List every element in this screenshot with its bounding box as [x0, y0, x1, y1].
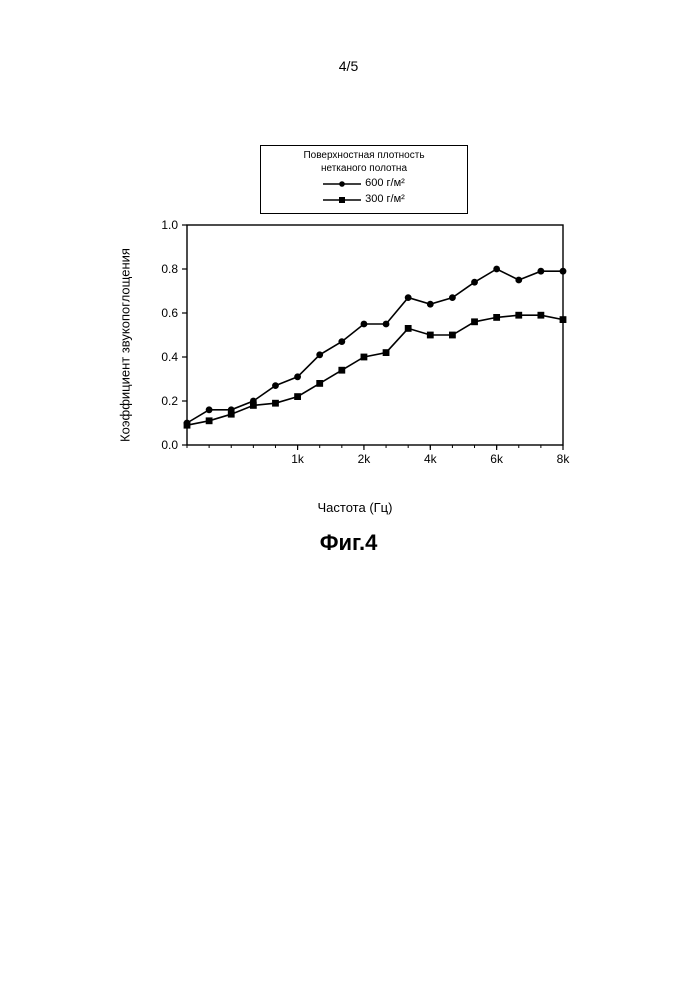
page-number: 4/5 [0, 58, 697, 74]
page-container: 4/5 Поверхностная плотность нетканого по… [0, 0, 697, 999]
x-axis-label: Частота (Гц) [135, 500, 575, 515]
legend-swatch-square [323, 194, 361, 206]
svg-text:8k: 8k [557, 452, 571, 466]
chart-area: Коэффициент звукопоглощения 0.00.20.40.6… [135, 215, 575, 475]
y-axis-label: Коэффициент звукопоглощения [118, 248, 133, 442]
svg-text:1k: 1k [291, 452, 305, 466]
svg-text:2k: 2k [358, 452, 372, 466]
legend-swatch-circle [323, 178, 361, 190]
svg-text:0.8: 0.8 [161, 262, 178, 276]
chart-svg: 0.0 0.2 0.4 0.6 0.8 1.0 1k 2k 4k 6k 8k [135, 215, 575, 475]
legend-item-300: 300 г/м² [269, 193, 459, 207]
figure-caption: Фиг.4 [0, 530, 697, 556]
svg-text:4k: 4k [424, 452, 438, 466]
svg-text:0.0: 0.0 [161, 438, 178, 452]
legend-title: Поверхностная плотность нетканого полотн… [269, 150, 459, 175]
svg-text:0.6: 0.6 [161, 306, 178, 320]
legend-title-line1: Поверхностная плотность [303, 150, 424, 161]
svg-text:6k: 6k [490, 452, 504, 466]
svg-text:1.0: 1.0 [161, 218, 178, 232]
legend-label-600: 600 г/м² [365, 177, 405, 191]
legend: Поверхностная плотность нетканого полотн… [260, 145, 468, 214]
svg-text:0.2: 0.2 [161, 394, 178, 408]
svg-text:0.4: 0.4 [161, 350, 178, 364]
legend-title-line2: нетканого полотна [321, 163, 407, 174]
legend-item-600: 600 г/м² [269, 177, 459, 191]
legend-label-300: 300 г/м² [365, 193, 405, 207]
